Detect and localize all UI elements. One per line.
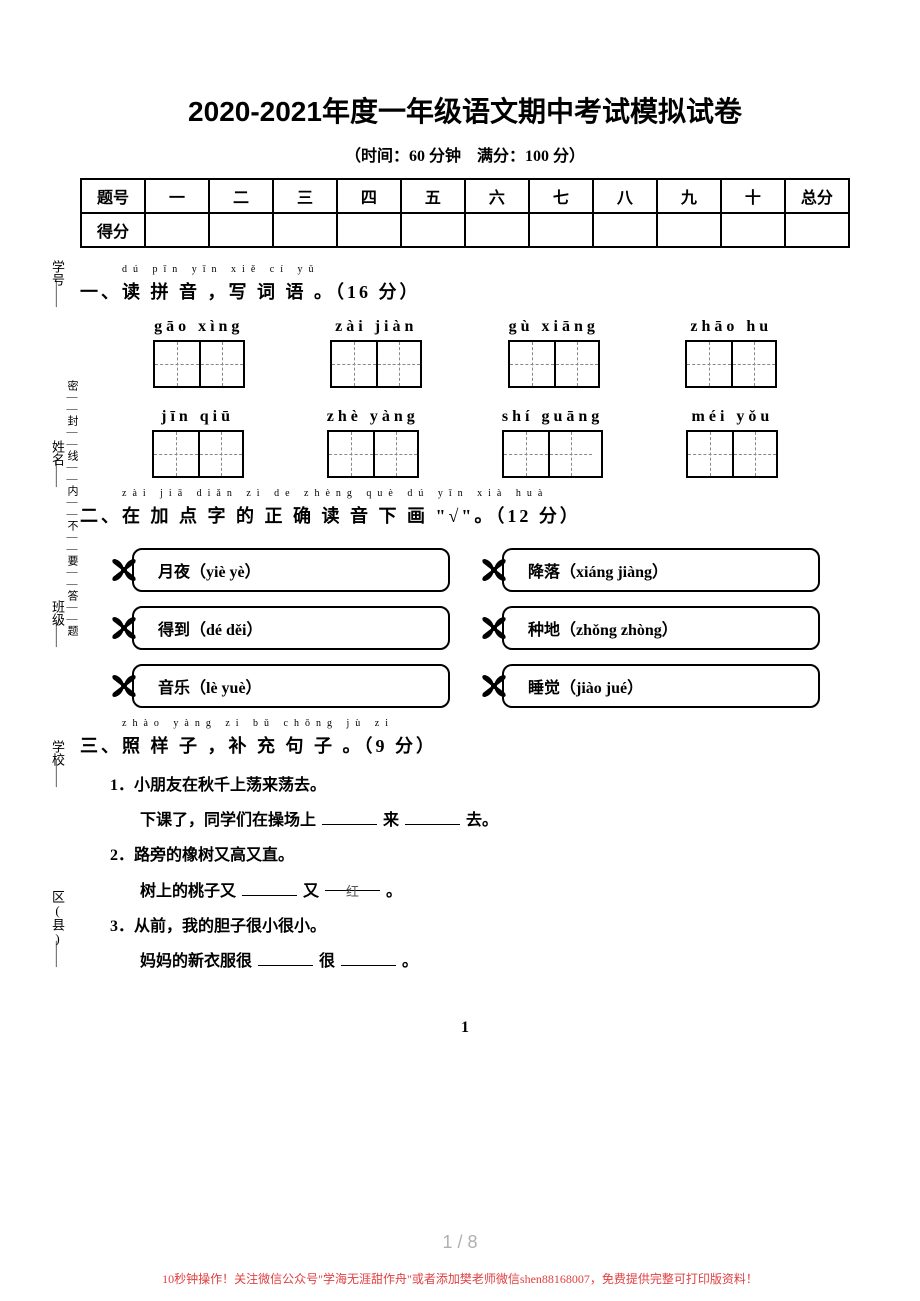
blank-input[interactable]: [242, 880, 297, 896]
section2-pinyin: zài jiā diǎn zì de zhèng què dú yīn xià …: [122, 488, 548, 499]
bow-icon: [110, 555, 140, 585]
score-header-row: 题号 一 二 三 四 五 六 七 八 九 十 总分: [81, 179, 849, 213]
bow-icon: [110, 671, 140, 701]
bow-icon: [480, 555, 510, 585]
tianzige[interactable]: [153, 340, 245, 388]
side-label-quxian: 区(县)——: [44, 890, 70, 962]
q1-example: 1．小朋友在秋千上荡来荡去。: [110, 768, 820, 803]
pinyin-box: shí guāng: [502, 408, 603, 478]
score-value-row: 得分: [81, 213, 849, 247]
pinyin-box: méi yǒu: [686, 408, 778, 478]
choice-item[interactable]: 降落（xiáng jiàng）: [480, 548, 820, 592]
bow-icon: [480, 671, 510, 701]
q3-fill: 妈妈的新衣服很 很 。: [110, 944, 820, 979]
bow-icon: [480, 613, 510, 643]
tianzige[interactable]: [685, 340, 777, 388]
tianzige[interactable]: [502, 430, 603, 478]
pinyin-box: zhāo hu: [685, 318, 777, 388]
pinyin-box: jīn qiū: [152, 408, 244, 478]
exam-page: 2020-2021年度一年级语文期中考试模拟试卷 （时间：60 分钟 满分：10…: [80, 90, 850, 1037]
section1-pinyin: dú pīn yīn xiě cí yǔ: [122, 264, 320, 275]
binding-margin: 学号—— 姓名—— 班级—— 学校—— 区(县)—— 密——封——线——内——不…: [18, 260, 68, 980]
choice-item[interactable]: 睡觉（jiào jué）: [480, 664, 820, 708]
q1-fill: 下课了，同学们在操场上 来 去。: [110, 803, 820, 838]
choice-item[interactable]: 月夜（yiè yè）: [110, 548, 450, 592]
choice-item[interactable]: 种地（zhǒng zhòng）: [480, 606, 820, 650]
section3-pinyin: zhào yàng zi bǔ chōng jù zi: [122, 718, 394, 729]
blank-input[interactable]: 红: [325, 878, 380, 891]
exam-subtitle: （时间：60 分钟 满分：100 分）: [80, 142, 850, 166]
tianzige[interactable]: [330, 340, 422, 388]
bow-icon: [110, 613, 140, 643]
pinyin-row-1: gāo xìng zài jiàn gù xiāng zhāo hu: [110, 318, 820, 388]
section1-heading: dú pīn yīn xiě cí yǔ 一、读 拼 音 ，写 词 语 。（16…: [80, 278, 850, 304]
blank-input[interactable]: [322, 809, 377, 825]
blank-input[interactable]: [405, 809, 460, 825]
choice-grid: 月夜（yiè yè） 降落（xiáng jiàng） 得到（dé děi） 种地…: [110, 548, 820, 708]
tianzige[interactable]: [508, 340, 600, 388]
tianzige[interactable]: [327, 430, 419, 478]
pinyin-box: zài jiàn: [330, 318, 422, 388]
section2-heading: zài jiā diǎn zì de zhèng què dú yīn xià …: [80, 502, 850, 528]
doc-page-indicator: 1 / 8: [0, 1232, 920, 1253]
q3-example: 3．从前，我的胆子很小很小。: [110, 909, 820, 944]
row-label: 得分: [81, 213, 145, 247]
seal-line-text: 密——封——线——内——不——要——答——题: [64, 380, 80, 636]
exam-title: 2020-2021年度一年级语文期中考试模拟试卷: [80, 90, 850, 130]
section3-body: 1．小朋友在秋千上荡来荡去。 下课了，同学们在操场上 来 去。 2．路旁的橡树又…: [110, 768, 820, 979]
tianzige[interactable]: [152, 430, 244, 478]
col-label: 题号: [81, 179, 145, 213]
page-number: 1: [80, 1019, 850, 1037]
q2-fill: 树上的桃子又 又 红 。: [110, 874, 820, 909]
pinyin-box: gù xiāng: [508, 318, 600, 388]
pinyin-box: zhè yàng: [327, 408, 419, 478]
pinyin-box: gāo xìng: [153, 318, 245, 388]
blank-input[interactable]: [258, 950, 313, 966]
score-table: 题号 一 二 三 四 五 六 七 八 九 十 总分 得分: [80, 178, 850, 248]
pinyin-row-2: jīn qiū zhè yàng shí guāng méi yǒu: [110, 408, 820, 478]
side-label-xuehao: 学号——: [44, 260, 70, 302]
choice-item[interactable]: 得到（dé děi）: [110, 606, 450, 650]
tianzige[interactable]: [686, 430, 778, 478]
choice-item[interactable]: 音乐（lè yuè）: [110, 664, 450, 708]
footer-promo: 10秒钟操作！关注微信公众号"学海无涯甜作舟"或者添加樊老师微信shen8816…: [0, 1270, 920, 1287]
section3-heading: zhào yàng zi bǔ chōng jù zi 三、照 样 子 ，补 充…: [80, 732, 850, 758]
blank-input[interactable]: [341, 950, 396, 966]
q2-example: 2．路旁的橡树又高又直。: [110, 838, 820, 873]
side-label-xuexiao: 学校——: [44, 740, 70, 782]
